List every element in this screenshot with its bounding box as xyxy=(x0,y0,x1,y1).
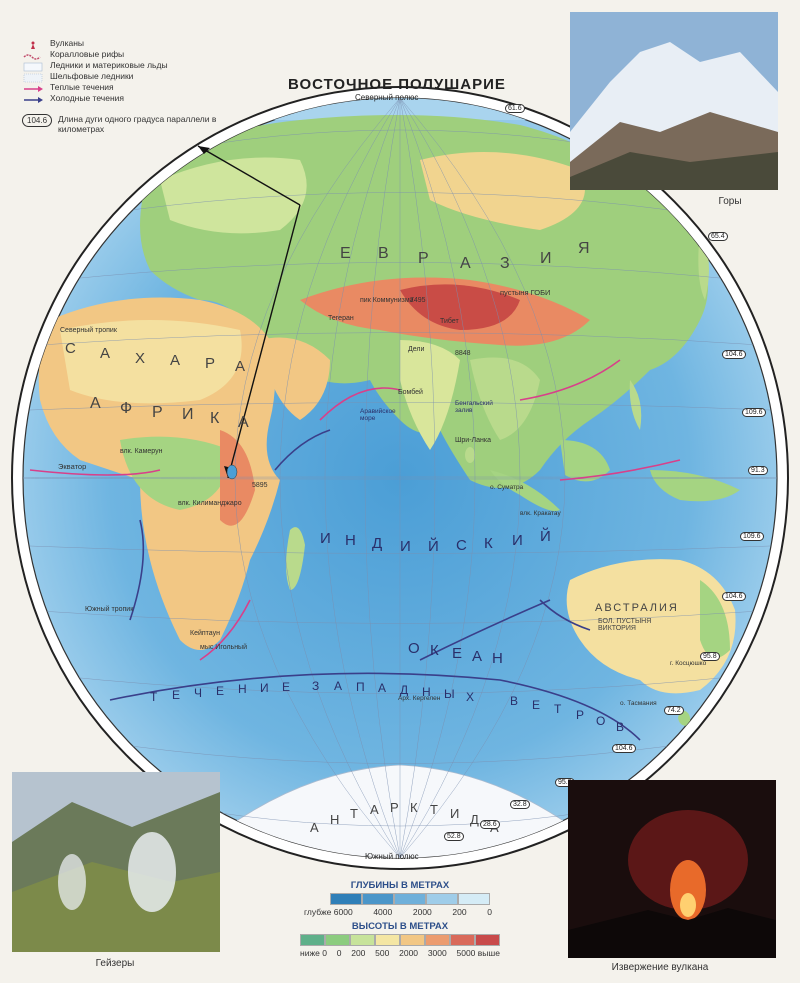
warm-current xyxy=(199,599,251,661)
cold-current-icon xyxy=(22,95,44,103)
mountains-photo xyxy=(570,12,778,190)
india xyxy=(400,340,460,450)
depth-label: 2000 xyxy=(412,907,432,917)
depth-swatch xyxy=(394,893,426,905)
sumatra xyxy=(490,470,560,511)
height-swatch xyxy=(350,934,375,946)
legend-label: Вулканы xyxy=(50,38,85,48)
cold-current xyxy=(274,429,331,471)
depth-label: 4000 xyxy=(373,907,393,917)
height-label: 3000 xyxy=(427,948,447,958)
height-label: 200 xyxy=(351,948,366,958)
siberia-highlands xyxy=(420,152,585,230)
warm-current xyxy=(29,469,161,476)
legend-item-glacier: Ледники и материковые льды xyxy=(22,60,218,71)
legend-arc-length: 104.6 Длина дуги одного градуса параллел… xyxy=(22,114,218,134)
graticule-meridians xyxy=(234,98,566,858)
shelf-glacier-icon xyxy=(22,73,44,82)
central-africa xyxy=(120,436,230,510)
cold-current xyxy=(109,672,641,741)
volcano-photo xyxy=(568,780,776,958)
depth-scale-title: ГЛУБИНЫ В МЕТРАХ xyxy=(350,880,450,891)
cold-current xyxy=(419,599,551,661)
height-swatch xyxy=(325,934,350,946)
east-africa-highlands xyxy=(220,430,255,526)
map-legend: Вулканы Коралловые рифы Ледники и матери… xyxy=(22,38,218,134)
indochina xyxy=(470,357,540,440)
cold-current xyxy=(129,519,145,621)
warm-current-icon xyxy=(22,84,44,92)
height-swatch xyxy=(375,934,400,946)
height-swatch xyxy=(475,934,500,946)
warm-current xyxy=(559,459,681,481)
warm-current xyxy=(319,387,401,421)
depth-label: 0 xyxy=(487,907,492,917)
height-scale-title: ВЫСОТЫ В МЕТРАХ xyxy=(351,921,449,932)
geysers-caption: Гейзеры xyxy=(95,958,135,969)
legend-item-cold-current: Холодные течения xyxy=(22,93,218,104)
glacier-icon xyxy=(22,62,44,71)
depth-swatch xyxy=(330,893,362,905)
arabia xyxy=(260,337,330,420)
height-label: ниже 0 xyxy=(300,948,327,958)
new-guinea xyxy=(650,470,740,502)
australia-east xyxy=(700,580,730,658)
volcano-icon xyxy=(22,40,44,49)
borneo xyxy=(560,440,610,482)
depth-swatch xyxy=(426,893,458,905)
lake-victoria xyxy=(226,464,238,480)
annotation-arrowhead xyxy=(198,146,210,154)
depth-label: глубже 6000 xyxy=(304,907,353,917)
legend-item-volcano: Вулканы xyxy=(22,38,218,49)
legend-label: Теплые течения xyxy=(50,82,114,92)
europe-plain xyxy=(160,157,307,234)
height-scale-bar xyxy=(300,934,500,946)
height-swatch xyxy=(425,934,450,946)
height-scale-labels: ниже 0 0 200 500 2000 3000 5000 выше xyxy=(300,948,500,958)
sri-lanka xyxy=(465,447,475,463)
depth-swatch xyxy=(458,893,490,905)
legend-label: Ледники и материковые льды xyxy=(50,60,168,70)
depth-scale-labels: глубже 6000 4000 2000 200 0 xyxy=(300,907,500,917)
new-zealand xyxy=(753,690,762,730)
mountains-caption: Горы xyxy=(718,196,742,207)
philippines xyxy=(629,380,642,430)
height-swatch xyxy=(300,934,325,946)
ocean-currents xyxy=(29,359,681,741)
sahara xyxy=(60,320,242,404)
legend-item-coral: Коралловые рифы xyxy=(22,49,218,60)
madagascar xyxy=(286,527,305,590)
height-swatch xyxy=(400,934,425,946)
height-label: 500 xyxy=(375,948,390,958)
warm-current xyxy=(519,359,621,401)
arc-length-text: Длина дуги одного градуса параллели в ки… xyxy=(58,114,217,134)
depth-height-scales: ГЛУБИНЫ В МЕТРАХ глубже 6000 4000 2000 2… xyxy=(300,880,500,958)
legend-item-shelf-glacier: Шельфовые ледники xyxy=(22,71,218,82)
height-label: 0 xyxy=(336,948,342,958)
depth-label: 200 xyxy=(452,907,467,917)
volcano-caption: Извержение вулкана xyxy=(611,962,709,973)
legend-item-warm-current: Теплые течения xyxy=(22,82,218,93)
height-swatch xyxy=(450,934,475,946)
arc-length-badge: 104.6 xyxy=(22,114,53,127)
map-title: ВОСТОЧНОЕ ПОЛУШАРИЕ xyxy=(288,76,506,93)
height-label: 2000 xyxy=(399,948,419,958)
legend-label: Шельфовые ледники xyxy=(50,71,134,81)
annotation-arrow xyxy=(197,145,301,479)
depth-scale-bar xyxy=(330,893,490,905)
height-label: 5000 выше xyxy=(456,948,500,958)
depth-swatch xyxy=(362,893,394,905)
geysers-photo xyxy=(12,772,220,952)
australia-landmass xyxy=(566,559,736,694)
legend-label: Холодные течения xyxy=(50,93,125,103)
legend-label: Коралловые рифы xyxy=(50,49,125,59)
coral-reef-icon xyxy=(22,51,44,60)
